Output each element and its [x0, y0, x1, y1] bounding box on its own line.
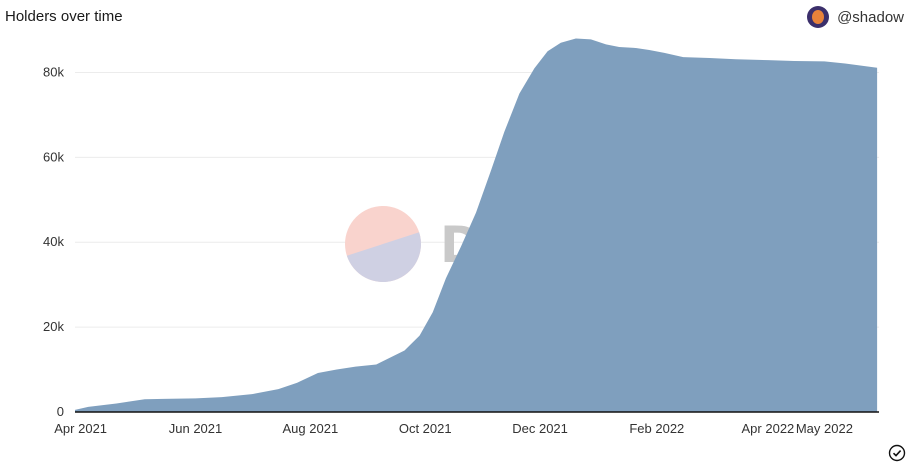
x-tick-label: Apr 2021	[54, 421, 107, 436]
holders-area	[75, 38, 878, 412]
x-tick-label: Apr 2022	[742, 421, 795, 436]
area-series	[74, 38, 878, 412]
axes: 0 20k 40k 60k 80k Apr 2021 Jun 2021 Aug 2021 Oct…	[43, 64, 879, 436]
chart-title: Holders over time	[5, 8, 123, 25]
author-name[interactable]: @shadow	[837, 8, 904, 26]
y-tick-label: 80k	[43, 64, 64, 79]
y-tick-label: 40k	[43, 234, 64, 249]
x-tick-label: Dec 2021	[512, 421, 568, 436]
watermark-circle-bottom	[346, 232, 421, 282]
check-circle-icon[interactable]	[888, 444, 906, 462]
y-tick-label: 60k	[43, 149, 64, 164]
x-tick-label: May 2022	[796, 421, 853, 436]
x-tick-label: Feb 2022	[629, 421, 684, 436]
x-tick-label: Aug 2021	[283, 421, 339, 436]
x-tick-label: Oct 2021	[399, 421, 452, 436]
avatar-icon	[807, 6, 830, 28]
y-tick-label: 0	[57, 404, 64, 419]
y-tick-label: 20k	[43, 319, 64, 334]
author-badge[interactable]: @shadow	[807, 6, 904, 28]
x-tick-label: Jun 2021	[169, 421, 223, 436]
